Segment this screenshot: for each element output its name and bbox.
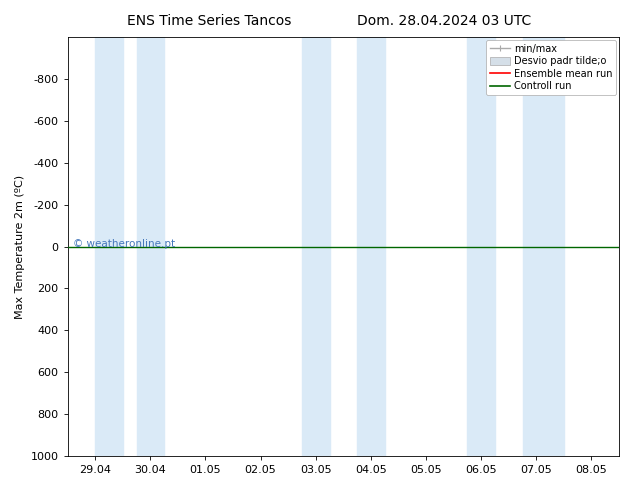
Y-axis label: Max Temperature 2m (ºC): Max Temperature 2m (ºC) (15, 174, 25, 318)
Bar (467, 37, 495, 456)
Bar (357, 37, 385, 456)
Text: © weatheronline.pt: © weatheronline.pt (73, 240, 175, 249)
Legend: min/max, Desvio padr tilde;o, Ensemble mean run, Controll run: min/max, Desvio padr tilde;o, Ensemble m… (486, 40, 616, 95)
Text: ENS Time Series Tancos: ENS Time Series Tancos (127, 14, 292, 28)
Bar (95, 37, 123, 456)
Bar (522, 37, 564, 456)
Bar (302, 37, 330, 456)
Bar (136, 37, 164, 456)
Text: Dom. 28.04.2024 03 UTC: Dom. 28.04.2024 03 UTC (357, 14, 531, 28)
